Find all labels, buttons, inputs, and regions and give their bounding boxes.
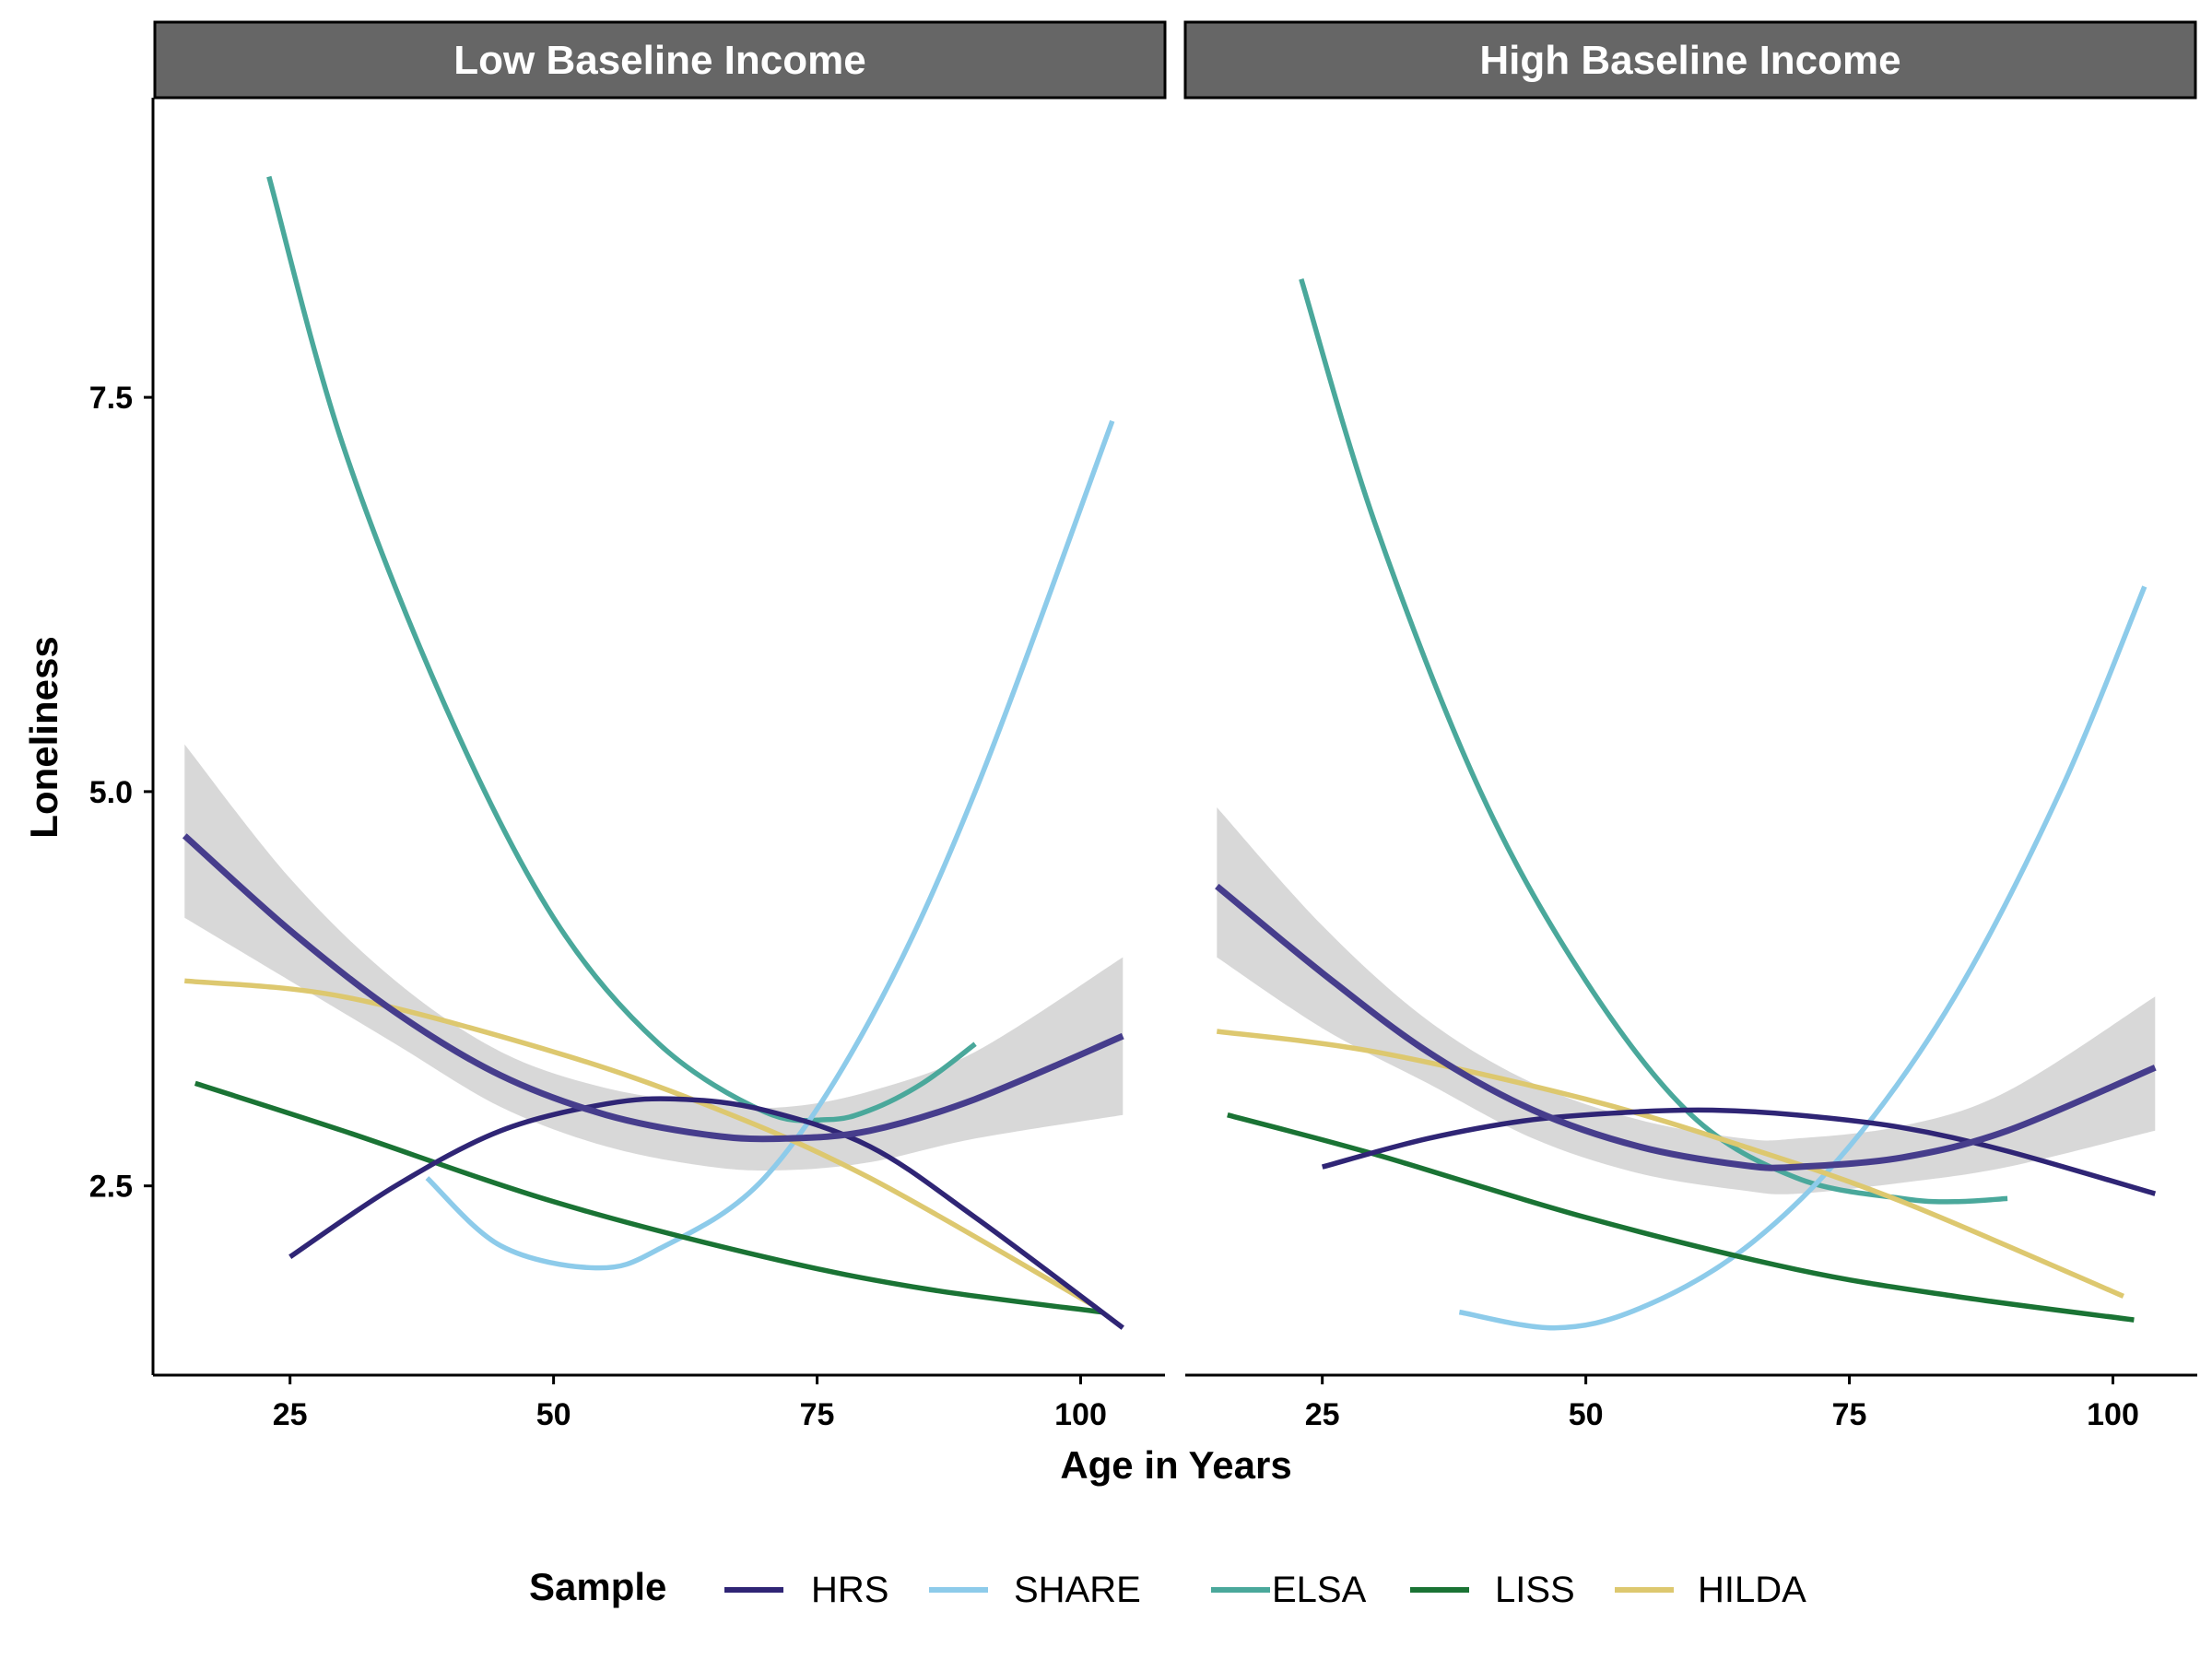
x-axis-ticks: 25 50 75 100 25 50 75 100 bbox=[273, 1375, 2139, 1432]
series-line-hilda-low-income bbox=[184, 978, 1093, 1307]
series-line-elsa-high-income bbox=[1299, 278, 2008, 1205]
legend-label-liss: LISS bbox=[1495, 1570, 1575, 1610]
series-line-liss-low-income bbox=[194, 1080, 1102, 1315]
legend-label-elsa: ELSA bbox=[1272, 1570, 1367, 1610]
plot-area-high-income bbox=[1215, 278, 2157, 1331]
x-tick-label: 25 bbox=[1305, 1397, 1340, 1432]
y-axis-title: Loneliness bbox=[22, 636, 65, 838]
series-line-share-high-income bbox=[1458, 585, 2147, 1331]
x-axis-title: Age in Years bbox=[1060, 1443, 1291, 1487]
legend-items: HRS SHARE ELSA LISS HILDA bbox=[724, 1570, 1806, 1610]
series-line-share-low-income bbox=[425, 419, 1115, 1271]
x-tick-label: 50 bbox=[1569, 1397, 1604, 1432]
plot-area-low-income bbox=[182, 175, 1124, 1330]
x-tick-label: 100 bbox=[2087, 1397, 2139, 1432]
x-tick-label: 25 bbox=[273, 1397, 308, 1432]
y-tick-label: 5.0 bbox=[89, 775, 133, 810]
series-line-pooled-high-income bbox=[1215, 883, 2157, 1171]
panel-low-income: Low Baseline Income bbox=[153, 20, 1167, 1330]
y-tick-label: 2.5 bbox=[89, 1170, 133, 1205]
series-line-elsa-low-income bbox=[266, 175, 977, 1124]
series-line-hilda-high-income bbox=[1216, 1029, 2124, 1299]
legend-label-hrs: HRS bbox=[811, 1570, 888, 1610]
x-tick-label: 100 bbox=[1054, 1397, 1107, 1432]
x-tick-label: 75 bbox=[800, 1397, 835, 1432]
strip-high-income bbox=[1183, 20, 2197, 100]
legend: Sample HRS SHARE ELSA LISS HILDA bbox=[529, 1565, 1806, 1610]
series-line-pooled-low-income bbox=[182, 833, 1124, 1143]
strip-low-income bbox=[153, 20, 1167, 100]
y-tick-label: 7.5 bbox=[89, 381, 133, 416]
y-axis-ticks: 2.5 5.0 7.5 bbox=[89, 381, 153, 1205]
x-tick-label: 50 bbox=[536, 1397, 571, 1432]
series-line-hrs-low-income bbox=[288, 1096, 1124, 1330]
x-tick-label: 75 bbox=[1832, 1397, 1867, 1432]
ci-ribbon-low-income bbox=[184, 744, 1124, 1171]
legend-title: Sample bbox=[529, 1565, 666, 1608]
series-line-hrs-high-income bbox=[1321, 1107, 2157, 1196]
legend-label-share: SHARE bbox=[1014, 1570, 1141, 1610]
strip-title-low-income: Low Baseline Income bbox=[453, 38, 865, 83]
panel-high-income: High Baseline Income bbox=[1183, 20, 2197, 1331]
legend-label-hilda: HILDA bbox=[1698, 1570, 1806, 1610]
strip-title-high-income: High Baseline Income bbox=[1479, 38, 1900, 83]
